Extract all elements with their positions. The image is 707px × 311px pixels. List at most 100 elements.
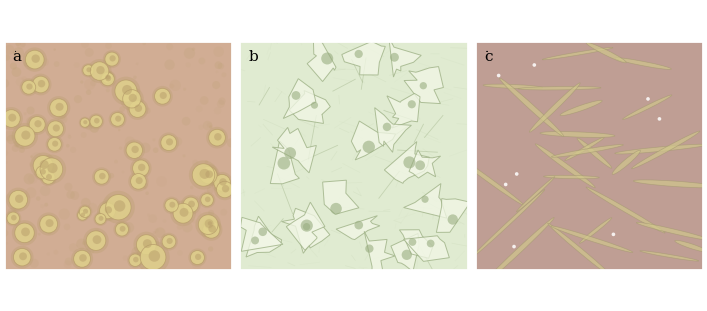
- Circle shape: [100, 203, 116, 219]
- Circle shape: [27, 114, 47, 135]
- Circle shape: [4, 130, 15, 141]
- Circle shape: [78, 204, 93, 219]
- Circle shape: [204, 219, 214, 229]
- Circle shape: [13, 248, 31, 266]
- Circle shape: [21, 228, 30, 236]
- Circle shape: [97, 200, 118, 221]
- Circle shape: [278, 157, 290, 169]
- Circle shape: [363, 141, 375, 153]
- Circle shape: [47, 163, 58, 173]
- Circle shape: [154, 228, 158, 233]
- Circle shape: [9, 190, 28, 209]
- Circle shape: [80, 80, 83, 84]
- Circle shape: [23, 173, 35, 184]
- Circle shape: [208, 221, 212, 225]
- Circle shape: [515, 172, 518, 176]
- Ellipse shape: [614, 144, 706, 154]
- Circle shape: [448, 214, 458, 225]
- Circle shape: [207, 187, 214, 194]
- Circle shape: [177, 250, 182, 256]
- Circle shape: [284, 147, 296, 159]
- Circle shape: [177, 225, 182, 230]
- Ellipse shape: [499, 78, 563, 137]
- Circle shape: [71, 248, 93, 270]
- Circle shape: [209, 125, 213, 129]
- Circle shape: [184, 48, 195, 59]
- Circle shape: [110, 55, 116, 62]
- Circle shape: [64, 183, 73, 191]
- Circle shape: [175, 216, 184, 225]
- Circle shape: [92, 167, 111, 186]
- Circle shape: [30, 74, 52, 95]
- Circle shape: [74, 95, 82, 103]
- Ellipse shape: [483, 84, 543, 89]
- Circle shape: [40, 169, 57, 186]
- Circle shape: [37, 233, 40, 236]
- Polygon shape: [281, 208, 330, 253]
- Circle shape: [3, 110, 21, 128]
- Circle shape: [40, 160, 49, 169]
- Circle shape: [86, 67, 91, 72]
- Circle shape: [13, 202, 23, 211]
- Circle shape: [15, 137, 26, 149]
- Ellipse shape: [548, 223, 614, 278]
- Circle shape: [211, 172, 233, 193]
- Circle shape: [208, 210, 214, 216]
- Circle shape: [27, 62, 35, 70]
- Circle shape: [49, 99, 68, 117]
- Circle shape: [34, 164, 51, 181]
- Circle shape: [143, 239, 152, 248]
- Circle shape: [93, 212, 107, 226]
- Polygon shape: [341, 41, 385, 75]
- Circle shape: [141, 182, 148, 189]
- Circle shape: [259, 227, 267, 236]
- Circle shape: [79, 117, 91, 129]
- Circle shape: [20, 78, 37, 96]
- Polygon shape: [404, 183, 447, 218]
- Circle shape: [173, 203, 193, 223]
- Circle shape: [99, 70, 117, 88]
- Circle shape: [180, 208, 189, 217]
- Circle shape: [120, 87, 144, 111]
- Circle shape: [23, 47, 47, 72]
- Circle shape: [93, 235, 101, 244]
- Circle shape: [163, 219, 166, 223]
- Circle shape: [212, 139, 220, 146]
- Circle shape: [95, 213, 106, 224]
- Circle shape: [37, 155, 66, 184]
- Circle shape: [182, 222, 192, 232]
- Polygon shape: [375, 108, 411, 152]
- Circle shape: [89, 123, 99, 133]
- Circle shape: [29, 162, 33, 167]
- Circle shape: [221, 182, 226, 187]
- Circle shape: [192, 47, 195, 51]
- Circle shape: [12, 123, 38, 149]
- Circle shape: [199, 192, 216, 208]
- Polygon shape: [272, 128, 316, 173]
- Ellipse shape: [631, 131, 700, 169]
- Circle shape: [21, 131, 30, 140]
- Circle shape: [208, 246, 214, 252]
- Circle shape: [81, 63, 95, 77]
- Circle shape: [205, 197, 211, 202]
- Circle shape: [35, 120, 42, 127]
- Circle shape: [132, 146, 139, 153]
- Ellipse shape: [551, 226, 633, 253]
- Circle shape: [65, 258, 73, 265]
- Circle shape: [20, 41, 25, 47]
- Circle shape: [138, 164, 146, 171]
- Circle shape: [8, 131, 17, 139]
- Circle shape: [40, 204, 44, 208]
- Circle shape: [136, 177, 143, 184]
- Circle shape: [200, 96, 209, 105]
- Circle shape: [207, 122, 212, 128]
- Circle shape: [118, 213, 122, 216]
- Circle shape: [40, 186, 50, 196]
- Circle shape: [196, 106, 202, 112]
- Circle shape: [45, 203, 48, 207]
- Circle shape: [8, 122, 13, 127]
- Circle shape: [658, 117, 661, 121]
- Circle shape: [81, 213, 85, 217]
- Circle shape: [10, 201, 21, 211]
- Circle shape: [33, 76, 49, 93]
